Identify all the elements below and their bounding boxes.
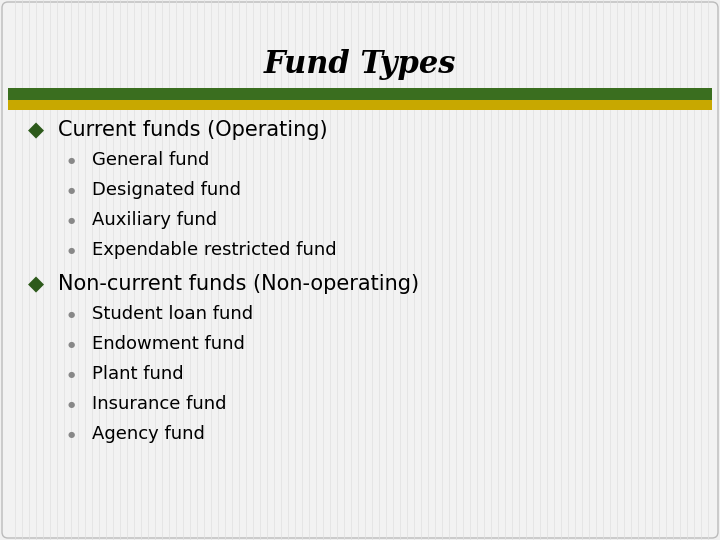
Text: Current funds (Operating): Current funds (Operating)	[58, 120, 328, 140]
Text: General fund: General fund	[92, 151, 210, 169]
Text: ●: ●	[68, 369, 76, 379]
Text: ●: ●	[68, 246, 76, 254]
Text: Agency fund: Agency fund	[92, 425, 205, 443]
Text: ●: ●	[68, 186, 76, 194]
Text: Student loan fund: Student loan fund	[92, 305, 253, 323]
Text: ●: ●	[68, 309, 76, 319]
Text: ●: ●	[68, 156, 76, 165]
Text: Expendable restricted fund: Expendable restricted fund	[92, 241, 337, 259]
Text: ●: ●	[68, 340, 76, 348]
Bar	[8, 88, 712, 100]
Text: Auxiliary fund: Auxiliary fund	[92, 211, 217, 229]
Text: ◆: ◆	[28, 120, 44, 140]
Text: ●: ●	[68, 215, 76, 225]
Text: Endowment fund: Endowment fund	[92, 335, 245, 353]
Text: ●: ●	[68, 400, 76, 408]
Text: ◆: ◆	[28, 274, 44, 294]
Text: Designated fund: Designated fund	[92, 181, 241, 199]
Text: ●: ●	[68, 429, 76, 438]
Text: Non-current funds (Non-operating): Non-current funds (Non-operating)	[58, 274, 419, 294]
Bar	[8, 100, 712, 110]
Text: Fund Types: Fund Types	[264, 50, 456, 80]
Text: Plant fund: Plant fund	[92, 365, 184, 383]
Text: Insurance fund: Insurance fund	[92, 395, 227, 413]
